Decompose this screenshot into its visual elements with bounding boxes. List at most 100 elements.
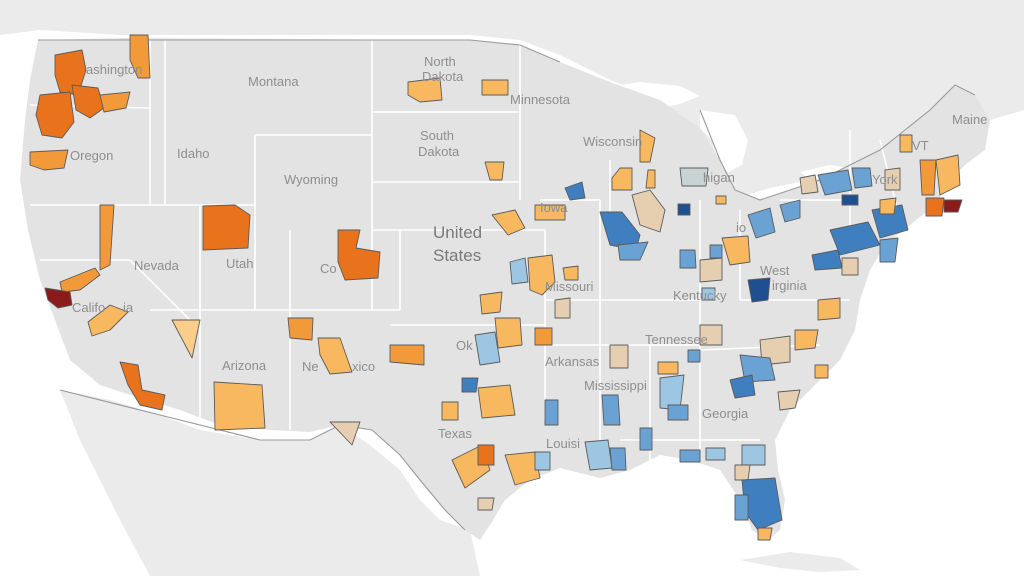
region-nc-east: [794, 329, 819, 351]
state-borders: [29, 40, 901, 470]
region-ks-wichita: [509, 257, 529, 285]
region-tx-houston: [504, 451, 541, 486]
region-md: [841, 257, 859, 276]
label-california: Califo: [72, 300, 105, 315]
region-wa-tricity: [99, 91, 131, 113]
label-north: North: [424, 54, 456, 69]
region-ny-north: [841, 194, 859, 206]
region-ar-lr: [534, 327, 553, 346]
label-iowa: Iowa: [540, 200, 568, 215]
label-nevada: Nevada: [134, 258, 180, 273]
label-utah: Utah: [226, 256, 253, 271]
region-ar-north: [609, 344, 629, 369]
region-ky-louisville: [701, 287, 716, 301]
label-minnesota: Minnesota: [510, 92, 571, 107]
mexico-land: [60, 390, 480, 576]
region-fl-jax: [741, 444, 766, 466]
label-colorado: Co: [320, 261, 337, 276]
region-ny-roch: [799, 174, 819, 195]
region-ca-central: [87, 304, 129, 337]
label-oregon: Oregon: [70, 148, 113, 163]
label-maine: Maine: [952, 112, 987, 127]
region-ga-atl: [687, 349, 701, 363]
region-wa-east: [71, 84, 105, 119]
region-oh-cle: [747, 207, 776, 239]
label-states: States: [433, 246, 481, 265]
label-arizona: Arizona: [222, 358, 267, 373]
region-or-south: [29, 149, 69, 171]
region-ok-okc: [474, 331, 501, 366]
region-tn-nash: [657, 361, 679, 375]
region-ia-cedar: [564, 181, 586, 201]
label-wyoming: Wyoming: [284, 172, 338, 187]
region-vt: [899, 134, 913, 153]
label-virginia: irginia: [772, 278, 807, 293]
region-ny-upper: [884, 167, 901, 191]
region-mo-spring: [562, 265, 579, 281]
label-dakota-n: Dakota: [422, 69, 464, 84]
label-tennessee: Tennessee: [645, 332, 708, 347]
region-mo-kc: [527, 254, 556, 296]
canada-land: [0, 0, 1024, 200]
region-il-central: [599, 211, 641, 251]
region-nj: [879, 237, 899, 263]
label-washington: ashington: [86, 62, 142, 77]
region-ia-dsm: [534, 204, 566, 221]
region-sd-sioux: [484, 161, 505, 181]
region-in-indy: [679, 249, 697, 269]
region-wa-coast: [35, 91, 75, 139]
region-tx-dfw: [477, 384, 516, 419]
region-nm-south: [329, 421, 361, 446]
region-nv-south: [171, 319, 201, 359]
label-arkansas: Arkansas: [545, 354, 600, 369]
label-mississippi: Mississippi: [584, 378, 647, 393]
label-dakota-s: Dakota: [418, 144, 460, 159]
region-ut-slc: [202, 204, 251, 251]
region-ky-lex: [699, 257, 723, 283]
region-mo-south: [554, 297, 571, 319]
region-nd-fargo: [481, 79, 509, 96]
region-ms-jackson: [601, 394, 621, 426]
label-georgia: Georgia: [702, 406, 749, 421]
region-in-south: [709, 244, 723, 259]
label-kentucky: Kentucky: [673, 288, 727, 303]
region-ne-omaha: [491, 209, 526, 236]
label-missouri: Missouri: [545, 279, 594, 294]
region-fl-panhandle: [679, 449, 701, 463]
region-la-nola: [609, 447, 627, 471]
cuba-land: [740, 552, 860, 572]
region-ri: [925, 197, 945, 217]
label-texas: Texas: [438, 426, 472, 441]
region-nd-bismarck: [407, 77, 443, 103]
region-fl-south: [757, 527, 773, 541]
region-ca-north: [99, 204, 115, 271]
label-california-tail: ia: [123, 300, 134, 315]
region-nm-east: [389, 344, 425, 366]
region-tx-waco: [477, 444, 495, 466]
state-labels: ashington Montana North Dakota Minnesota…: [70, 54, 987, 451]
label-new-york: York: [872, 172, 898, 187]
region-ms-south: [639, 427, 653, 451]
region-mi-detroit: [677, 203, 691, 216]
region-il-south: [617, 241, 649, 261]
region-oh-col: [721, 235, 751, 266]
label-idaho: Idaho: [177, 146, 210, 161]
label-united: United: [433, 223, 482, 242]
label-michigan: higan: [703, 170, 735, 185]
colored-regions: [29, 34, 963, 541]
label-ohio: io: [736, 220, 746, 235]
region-co-denver: [337, 229, 381, 281]
label-new-mexico-b: xico: [352, 359, 375, 374]
label-montana: Montana: [248, 74, 299, 89]
region-in-fort: [715, 195, 727, 205]
region-tx-corpus: [477, 497, 495, 511]
label-wisconsin: Wisconsin: [583, 134, 642, 149]
region-tx-beaumont: [534, 451, 551, 471]
label-louisiana: Louisi: [546, 436, 580, 451]
region-nm-abq: [317, 337, 353, 375]
region-ny-albany: [851, 167, 873, 189]
region-wi-milw: [639, 129, 656, 163]
label-west: West: [760, 263, 790, 278]
region-al-montg: [729, 374, 756, 399]
